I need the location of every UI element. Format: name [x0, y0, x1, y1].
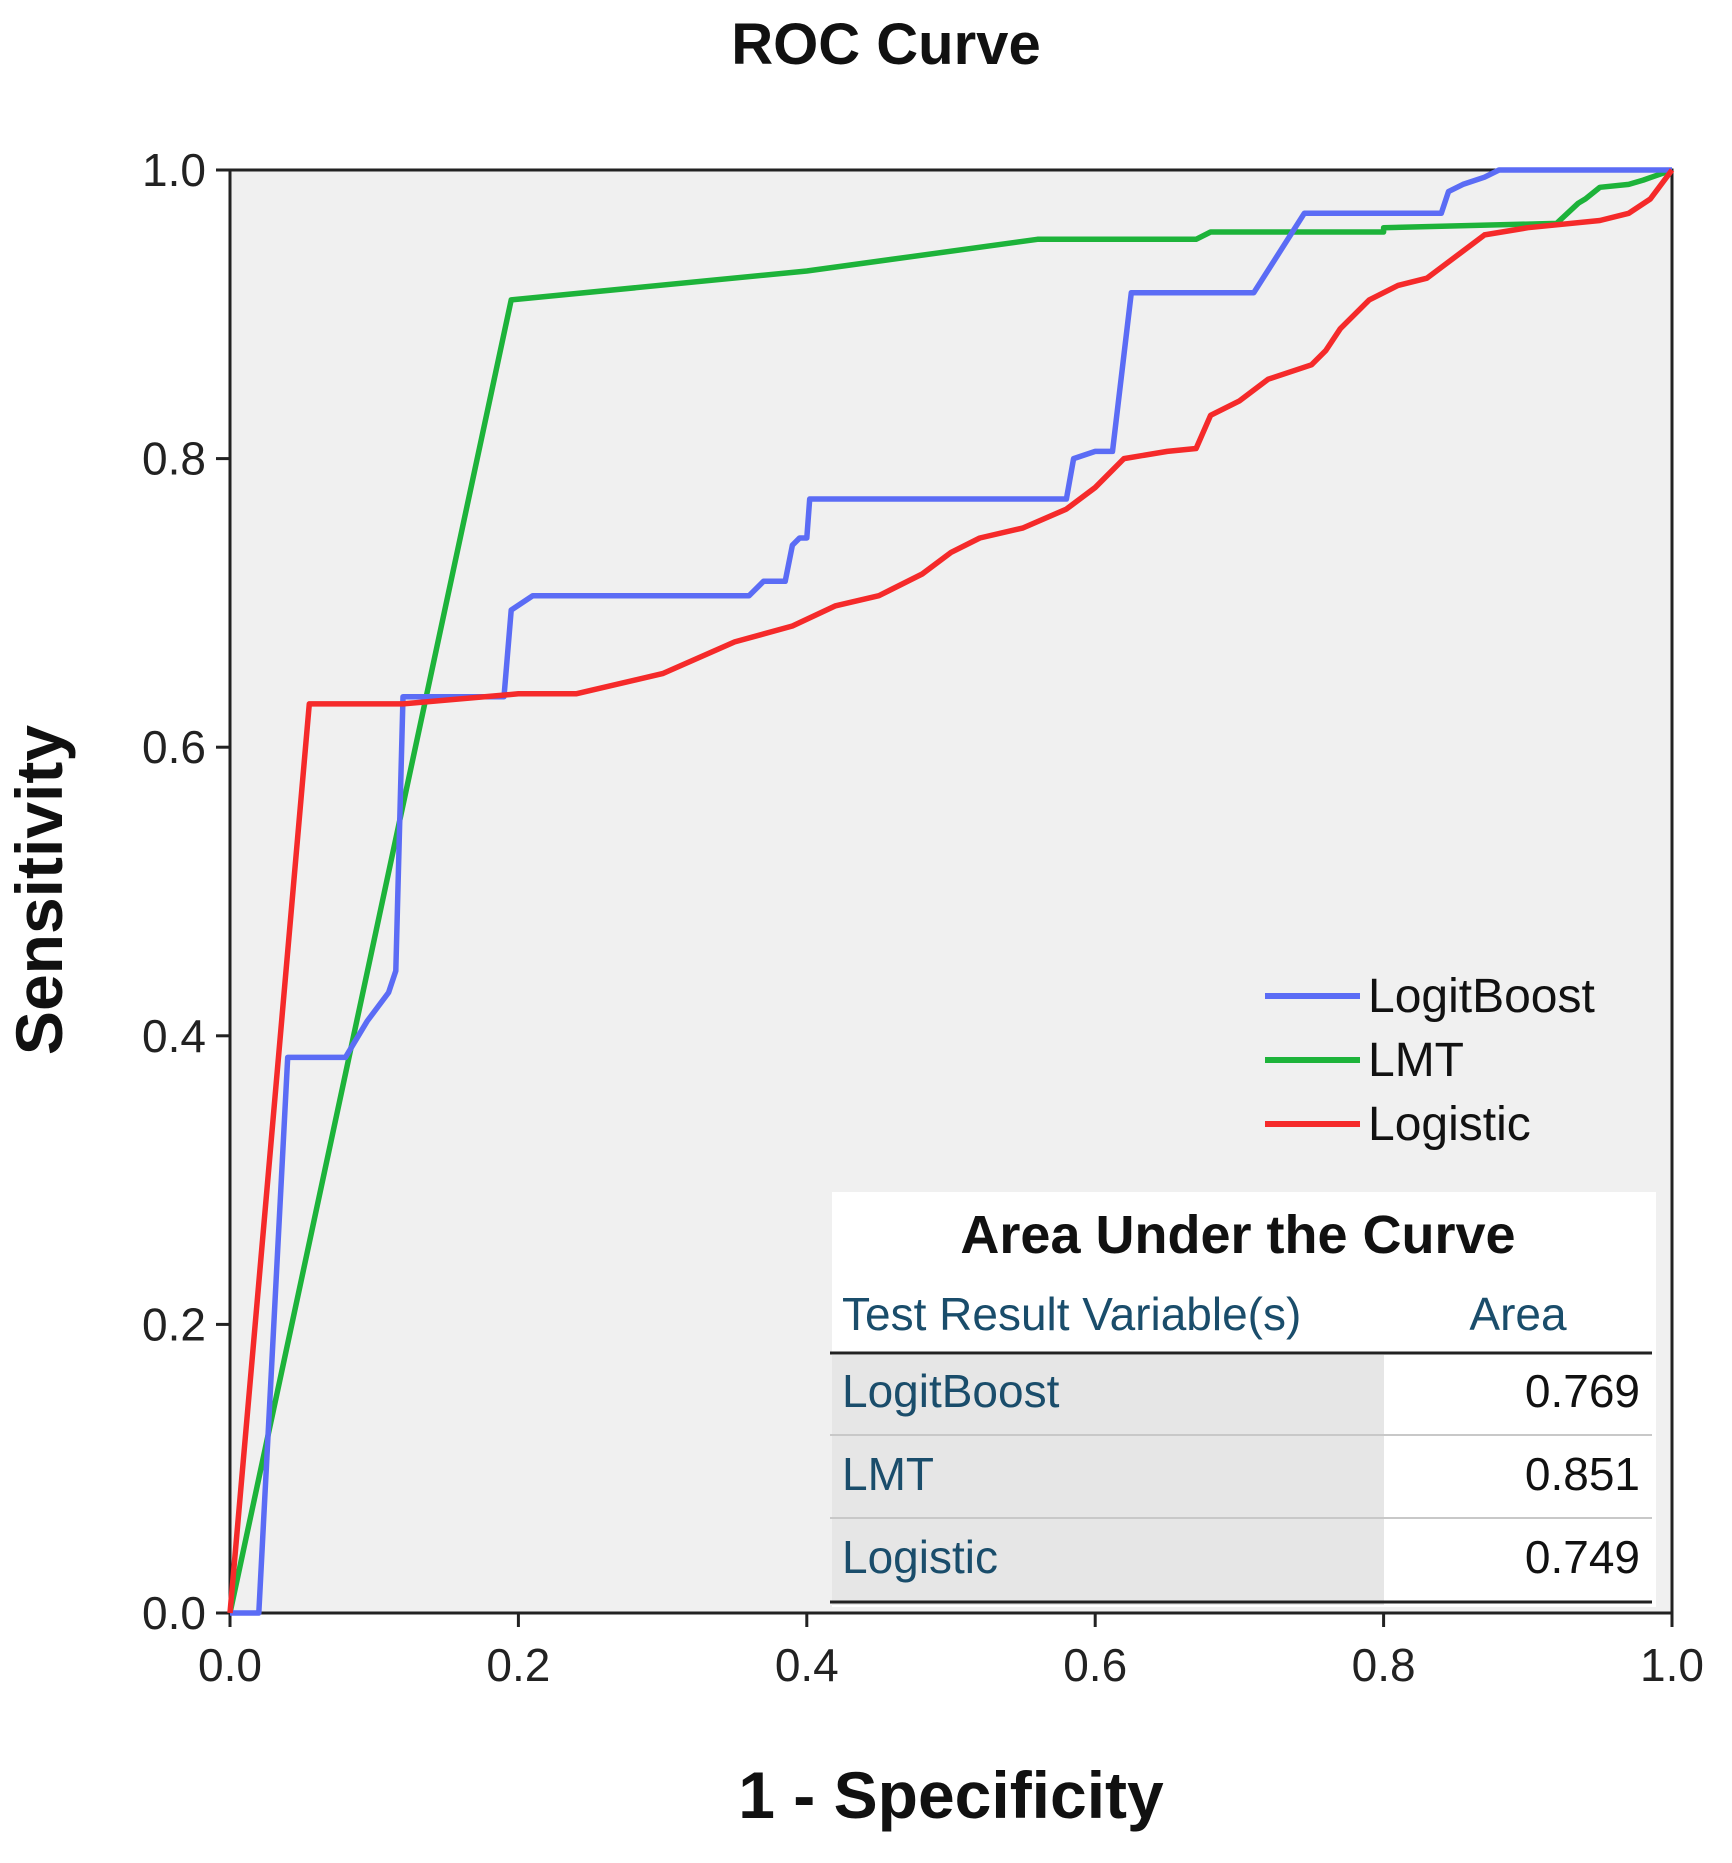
auc-row-variable: Logistic [842, 1531, 998, 1583]
x-axis-label: 1 - Specificity [738, 1758, 1164, 1832]
y-tick-label: 0.6 [142, 721, 206, 773]
auc-rows: LogitBoost 0.769 LMT 0.851 Logistic 0.749 [842, 1365, 1640, 1583]
y-tick-label: 0.2 [142, 1298, 206, 1350]
auc-row-variable: LogitBoost [842, 1365, 1060, 1417]
legend-label: LMT [1368, 1034, 1464, 1087]
series-line-logistic [227, 168, 1675, 1614]
legend-label: LogitBoost [1368, 970, 1595, 1023]
y-axis: 0.0 0.2 0.4 0.6 0.8 1.0 [142, 144, 230, 1639]
x-axis: 0.0 0.2 0.4 0.6 0.8 1.0 [198, 1613, 1704, 1691]
x-tick-label: 0.6 [1063, 1639, 1127, 1691]
y-tick-label: 0.4 [142, 1010, 206, 1062]
x-tick-label: 0.2 [486, 1639, 550, 1691]
y-tick-label: 1.0 [142, 144, 206, 196]
y-tick-label: 0.0 [142, 1587, 206, 1639]
x-tick-label: 0.8 [1352, 1639, 1416, 1691]
legend-label: Logistic [1368, 1098, 1531, 1151]
series-line-logitboost [230, 167, 1672, 1616]
chart-title: ROC Curve [731, 12, 1040, 77]
y-axis-label: Sensitivity [2, 725, 76, 1055]
auc-row-area: 0.769 [1525, 1365, 1640, 1417]
auc-header-variable: Test Result Variable(s) [842, 1288, 1301, 1340]
auc-row-area: 0.851 [1525, 1448, 1640, 1500]
x-tick-label: 0.0 [198, 1639, 262, 1691]
legend: LogitBoost LMT Logistic [1265, 970, 1595, 1151]
series-line-lmt [227, 167, 1673, 1614]
auc-header-area: Area [1469, 1288, 1567, 1340]
x-tick-label: 0.4 [775, 1639, 839, 1691]
series-layer [227, 167, 1675, 1616]
auc-row-area: 0.749 [1525, 1531, 1640, 1583]
auc-table: Area Under the Curve Test Result Variabl… [830, 1192, 1656, 1607]
auc-row-variable: LMT [842, 1448, 934, 1500]
x-tick-label: 1.0 [1640, 1639, 1704, 1691]
y-tick-label: 0.8 [142, 433, 206, 485]
auc-table-label-column [832, 1355, 1384, 1605]
auc-table-title: Area Under the Curve [960, 1205, 1515, 1265]
